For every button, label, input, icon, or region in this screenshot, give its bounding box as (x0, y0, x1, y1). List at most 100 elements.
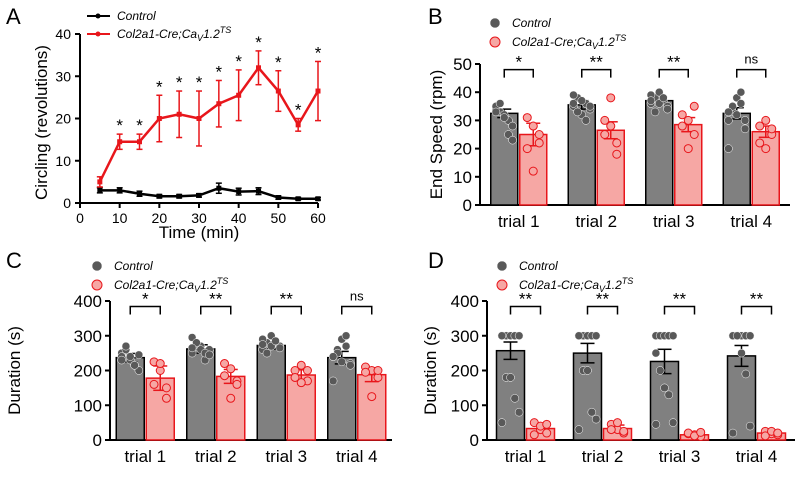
data-point-control (740, 124, 750, 134)
data-point-control (569, 90, 578, 100)
y-tick-label: 50 (453, 55, 472, 74)
y-axis-title: Duration (s) (5, 326, 24, 415)
data-point-mutant (612, 138, 622, 148)
x-category-label: trial 1 (124, 447, 166, 466)
data-point (315, 196, 321, 202)
data-point-mutant (613, 418, 622, 428)
significance-bracket (509, 305, 542, 315)
x-tick-label: 0 (76, 210, 84, 226)
significance-star: * (295, 101, 302, 120)
data-point-mutant (155, 359, 165, 369)
y-axis-title: Circling (revolutions) (32, 45, 51, 200)
legend-marker-mutant (91, 279, 103, 291)
data-point-control (591, 414, 601, 424)
legend-superscript: TS (220, 25, 232, 35)
data-point-control (328, 352, 338, 361)
data-point-control (655, 366, 665, 375)
significance-bracket (503, 68, 534, 78)
data-point (275, 195, 281, 201)
data-point-mutant (529, 430, 539, 440)
x-tick-label: 30 (191, 210, 207, 226)
significance-bracket (581, 68, 612, 78)
series-line-mutant (98, 65, 320, 183)
data-point-mutant (302, 366, 312, 375)
significance-label: ** (673, 290, 687, 309)
data-point-mutant (161, 393, 171, 403)
y-tick-label: 200 (451, 362, 479, 381)
significance-bracket (270, 305, 302, 315)
y-tick-label: 100 (74, 396, 102, 415)
bar-mutant (357, 373, 387, 441)
significance-label: ** (590, 53, 604, 72)
significance-bracket (200, 305, 232, 315)
panel-b: B 0 10 20 30 40 50 End Speed (rpm) Control Col2a1… (427, 4, 790, 231)
data-point-control (258, 340, 267, 349)
legend-label-mutant: Col2a1-Cre;CaV1.2TS (117, 25, 231, 43)
data-point-mutant (220, 371, 230, 381)
data-point-mutant (290, 372, 300, 382)
legend-marker-control (91, 260, 103, 272)
y-tick-label: 0 (63, 195, 71, 211)
x-tick-label: 60 (310, 210, 326, 226)
data-point-control (668, 331, 678, 340)
data-point-control (585, 102, 595, 111)
legend-text-part: Col2a1-Cre;Ca (117, 27, 197, 41)
significance-star: * (176, 73, 183, 92)
legend-marker-mutant (489, 36, 501, 48)
data-point-mutant (528, 166, 538, 176)
data-point-control (508, 121, 517, 131)
y-tick-label: 30 (55, 68, 71, 84)
data-point-mutant (600, 115, 610, 125)
legend-marker-mutant (496, 279, 508, 291)
data-point-mutant (149, 379, 159, 389)
data-point-mutant (689, 101, 699, 111)
significance-label: ** (596, 290, 610, 309)
panel-a: A 0 10 20 30 40 0 10 20 30 40 50 60 Time (min) Circlin… (6, 4, 326, 242)
data-point-mutant (373, 366, 383, 375)
data-point-mutant (361, 367, 371, 377)
significance-star: * (156, 77, 163, 96)
data-point-mutant (220, 359, 230, 369)
data-point-control (514, 407, 524, 417)
bar-control (645, 99, 674, 206)
data-point-mutant (619, 426, 629, 436)
significance-bracket (740, 305, 773, 315)
significance-bracket (736, 68, 767, 78)
significance-star: * (196, 73, 203, 92)
data-point-mutant (677, 110, 687, 120)
y-tick-label: 40 (55, 26, 71, 42)
data-point-mutant (600, 130, 610, 139)
data-point-control (126, 352, 135, 361)
data-point-control (646, 96, 656, 105)
y-tick-label: 400 (74, 292, 102, 311)
bar-control (186, 348, 216, 441)
y-axis-title: End Speed (rpm) (427, 70, 446, 199)
data-point-control (497, 331, 507, 340)
data-point-mutant (755, 138, 765, 148)
x-category-label: trial 3 (653, 212, 695, 231)
data-point-control (341, 331, 351, 340)
significance-label: * (515, 53, 522, 72)
significance-bracket (663, 305, 696, 315)
data-point-control (574, 425, 584, 434)
x-category-label: trial 2 (582, 447, 624, 466)
data-point (236, 92, 242, 98)
y-tick-label: 100 (451, 396, 479, 415)
legend-marker-mutant (95, 31, 101, 37)
legend-label-mutant: Col2a1-Cre;CaV1.2TS (114, 276, 228, 294)
data-point-mutant (767, 124, 777, 134)
y-tick-label: 0 (463, 196, 472, 215)
data-point (256, 65, 261, 71)
legend-marker-control (489, 17, 501, 29)
data-point-control (732, 331, 742, 340)
y-tick-label: 10 (55, 153, 71, 169)
data-point-mutant (534, 138, 544, 148)
legend-superscript: TS (615, 33, 627, 43)
data-point-control (724, 107, 733, 117)
data-point-mutant (761, 144, 771, 154)
data-point-control (506, 373, 515, 382)
significance-star: * (275, 53, 282, 72)
data-point-mutant (522, 113, 532, 123)
x-category-label: trial 4 (336, 447, 378, 466)
